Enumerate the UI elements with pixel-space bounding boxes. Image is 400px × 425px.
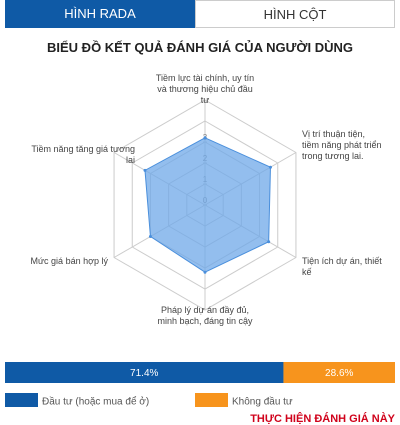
axis-label: Mức giá bán hợp lý (30, 256, 108, 266)
axis-label: Tiềm năng tăng giá tương lai (31, 144, 135, 165)
value-label: 71.4% (130, 368, 158, 379)
legend-label: Không đầu tư (232, 396, 293, 408)
axis-label: Vị trí thuận tiện, tiềm năng phát triển … (302, 129, 382, 161)
legend-swatch (5, 393, 38, 407)
radar-point (268, 165, 272, 169)
bar-segment (5, 362, 284, 383)
radar-point (143, 168, 147, 172)
tab-radar[interactable]: HÌNH RADA (5, 0, 195, 28)
axis-label: Pháp lý dự án đầy đủ, minh bạch, đáng ti… (157, 305, 253, 326)
tab-column[interactable]: HÌNH CỘT (195, 0, 395, 28)
radar-point (267, 240, 271, 244)
legend-swatch (195, 393, 228, 407)
value-label: 28.6% (325, 368, 353, 379)
radar-point (148, 235, 152, 238)
radar-point (203, 270, 207, 274)
radar-point (203, 136, 207, 140)
axis-label: Tiềm lực tài chính, uy tín và thương hiệ… (155, 73, 255, 105)
chart-title: BIỂU ĐỒ KẾT QUẢ ĐÁNH GIÁ CỦA NGƯỜI DÙNG (47, 40, 353, 55)
radar-area (144, 137, 271, 273)
evaluate-button[interactable]: THỰC HIỆN ĐÁNH GIÁ NÀY (250, 413, 395, 425)
legend-label: Đầu tư (hoặc mua để ở) (42, 396, 149, 408)
bar-segment (283, 362, 395, 383)
axis-label: Tiện ích dự án, thiết kế (302, 256, 382, 277)
